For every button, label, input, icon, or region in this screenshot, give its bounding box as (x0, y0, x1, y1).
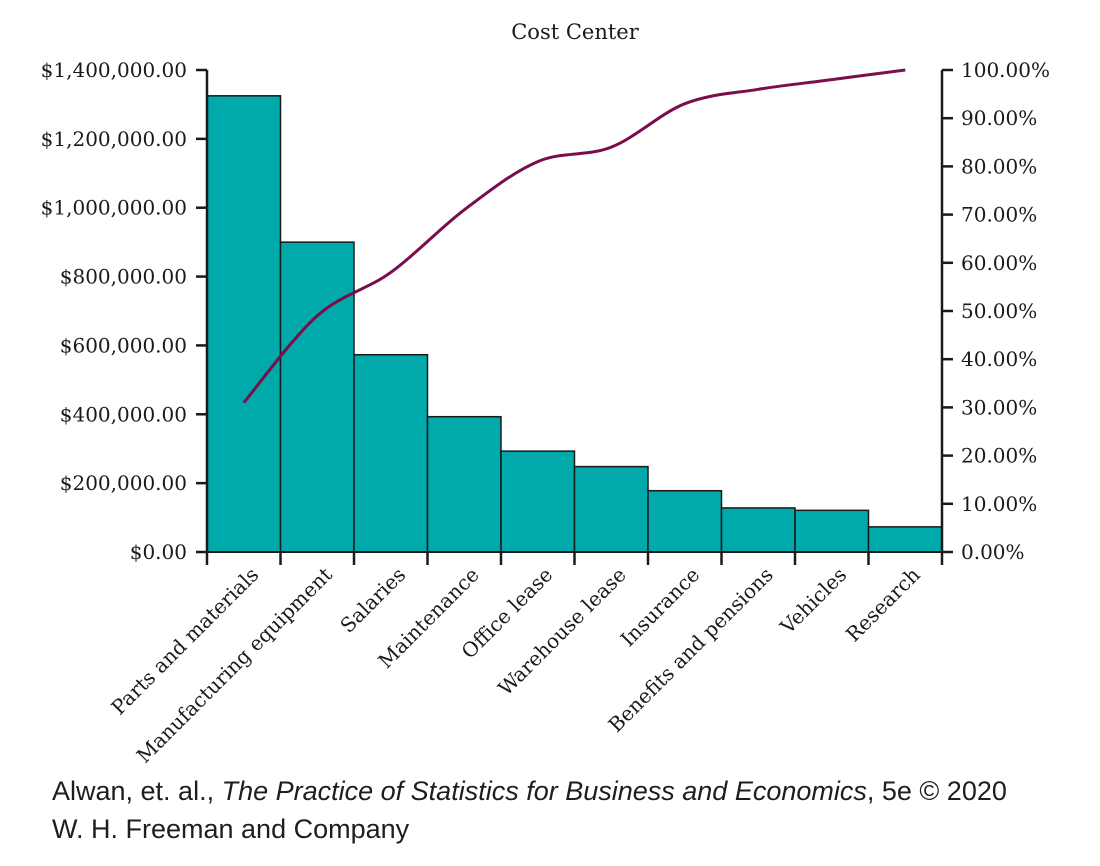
bar-4 (500, 450, 576, 553)
chart-canvas: Cost Center $0.00$200,000.00$400,000.00$… (41, 20, 1050, 768)
bar-6 (647, 489, 723, 553)
credit-publisher: W. H. Freeman and Company (52, 814, 410, 844)
pareto-chart: Cost Center $0.00 $200,000.00 $400,000.00 $… (41, 20, 1050, 768)
right-tick-label: 20.00% (961, 444, 1037, 468)
category-label: Research (841, 562, 925, 646)
category-label: Vehicles (775, 563, 852, 640)
labels-layer: $0.00 $200,000.00 $400,000.00 $600,000.00 $8… (41, 58, 1050, 768)
right-tick-label: 100.00% (961, 58, 1050, 82)
right-tick-label: 70.00% (961, 203, 1037, 227)
right-tick-label: 30.00% (961, 395, 1037, 419)
bar-2 (353, 353, 429, 553)
cumulative-percent-line (242, 68, 906, 404)
credit-book-title: The Practice of Statistics for Business … (221, 776, 867, 806)
left-tick-label: $1,400,000.00 (41, 58, 187, 82)
right-tick-label: 0.00% (961, 540, 1025, 564)
left-tick-label: $600,000.00 (60, 333, 187, 357)
bar-1 (279, 241, 355, 553)
axes-layer (196, 68, 953, 565)
bar-3 (426, 415, 502, 553)
source-credit: Alwan, et. al., The Practice of Statisti… (52, 772, 1007, 848)
left-tick-label: $800,000.00 (60, 265, 187, 289)
right-tick-label: 50.00% (961, 299, 1037, 323)
left-tick-label: $1,200,000.00 (41, 127, 187, 151)
right-tick-label: 60.00% (961, 251, 1037, 275)
left-tick-label: $400,000.00 (60, 402, 187, 426)
bars-layer (206, 95, 943, 553)
category-label: Salaries (335, 563, 410, 638)
category-label: Parts and materials (106, 563, 263, 720)
credit-edition: , 5e © 2020 (866, 776, 1007, 806)
bar-7 (720, 507, 796, 553)
cumulative-line-layer (242, 68, 906, 404)
bar-0 (206, 95, 282, 553)
bar-9 (867, 526, 943, 553)
left-tick-label: $200,000.00 (60, 471, 187, 495)
credit-authors: Alwan, et. al., (52, 776, 222, 806)
category-label: Warehouse lease (493, 563, 631, 701)
right-tick-label: 40.00% (961, 347, 1037, 371)
left-tick-label: $1,000,000.00 (41, 196, 187, 220)
chart-title: Cost Center (511, 20, 639, 44)
bar-5 (573, 465, 649, 553)
credit-line-1: Alwan, et. al., The Practice of Statisti… (52, 772, 1007, 810)
left-tick-label: $0.00 (130, 540, 187, 564)
bar-8 (794, 509, 870, 553)
right-tick-label: 90.00% (961, 106, 1037, 130)
right-tick-label: 80.00% (961, 154, 1037, 178)
right-tick-label: 10.00% (961, 492, 1037, 516)
